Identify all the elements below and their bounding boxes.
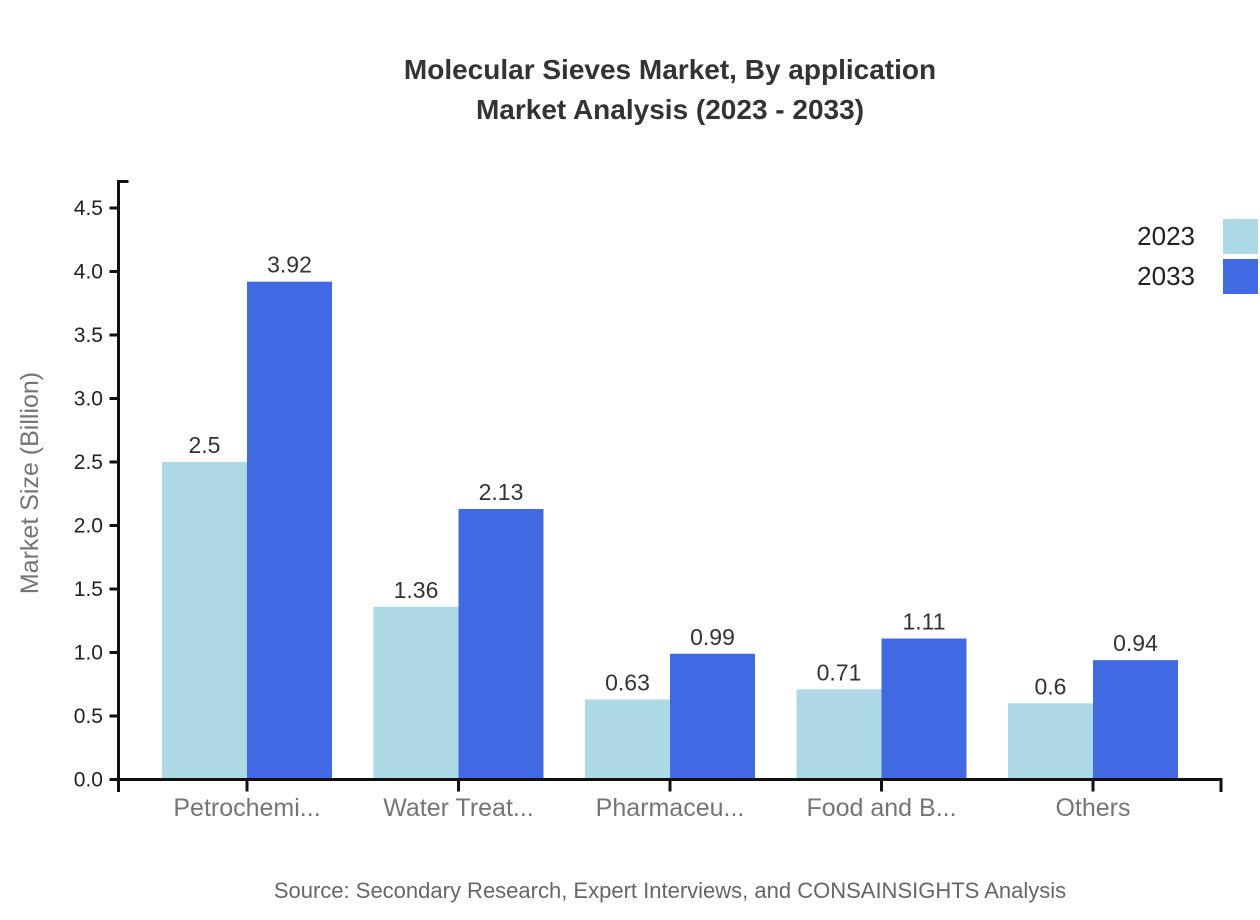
bar-2033-others: [1093, 660, 1178, 780]
bar-2033-pharmaceu: [670, 653, 755, 780]
value-label-2033-petrochemi: 3.92: [267, 252, 312, 278]
y-tick-label: 0.0: [74, 769, 103, 792]
labels-layer: 2.5 1.36 0.63 0.71 0.6 3.92 2.13 0.99 1.11 0.94 0.…: [74, 197, 1158, 822]
source-note: Source: Secondary Research, Expert Inter…: [273, 878, 1067, 903]
value-label-2023-food-and-b: 0.71: [817, 659, 862, 685]
bar-2023-food-and-b: [796, 689, 882, 780]
legend: 2023 2033: [1137, 219, 1258, 294]
value-label-2023-others: 0.6: [1035, 673, 1067, 699]
y-tick-label: 1.0: [74, 642, 103, 665]
bar-2033-petrochemi: [247, 281, 332, 780]
y-tick-label: 2.5: [74, 451, 103, 474]
bar-2023-petrochemi: [162, 462, 247, 780]
bar-2023-others: [1008, 703, 1093, 780]
y-tick-label: 0.5: [74, 705, 103, 728]
y-axis-title: Market Size (Billion): [16, 372, 44, 594]
y-tick-label: 3.5: [74, 324, 103, 347]
category-label-others: Others: [1055, 794, 1130, 822]
legend-swatch-2033: [1223, 259, 1258, 294]
legend-label-2023: 2023: [1137, 221, 1195, 251]
bar-2033-food-and-b: [881, 638, 967, 780]
y-tick-label: 1.5: [74, 578, 103, 601]
category-label-food-and-b: Food and B...: [806, 794, 956, 822]
category-label-petrochemi: Petrochemi...: [173, 794, 320, 822]
value-label-2033-others: 0.94: [1113, 630, 1158, 656]
category-label-pharmaceu: Pharmaceu...: [596, 794, 745, 822]
value-label-2023-water-treat: 1.36: [394, 577, 439, 603]
bar-2033-water-treat: [458, 508, 544, 780]
y-tick-label: 3.0: [74, 388, 103, 411]
bars-layer: [162, 281, 1178, 780]
y-tick-label: 2.0: [74, 515, 103, 538]
y-tick-label: 4.0: [74, 261, 103, 284]
y-tick-label: 4.5: [74, 197, 103, 220]
bar-2023-pharmaceu: [585, 699, 670, 780]
chart-title: Molecular Sieves Market, By application …: [404, 50, 936, 130]
value-label-2023-petrochemi: 2.5: [189, 432, 221, 458]
legend-item-2033: 2033: [1137, 259, 1258, 294]
category-label-water-treat: Water Treat...: [383, 794, 534, 822]
value-label-2033-pharmaceu: 0.99: [690, 624, 735, 650]
value-label-2033-water-treat: 2.13: [479, 479, 524, 505]
legend-item-2023: 2023: [1137, 219, 1258, 254]
value-label-2023-pharmaceu: 0.63: [605, 669, 650, 695]
legend-label-2033: 2033: [1137, 261, 1195, 291]
chart-title-line1: Molecular Sieves Market, By application: [403, 54, 937, 85]
legend-swatch-2023: [1223, 219, 1258, 254]
value-label-2033-food-and-b: 1.11: [902, 609, 945, 635]
axis-layer: [109, 180, 1223, 792]
chart-title-line2: Market Analysis (2023 - 2033): [475, 94, 865, 125]
bar-2023-water-treat: [373, 606, 459, 780]
